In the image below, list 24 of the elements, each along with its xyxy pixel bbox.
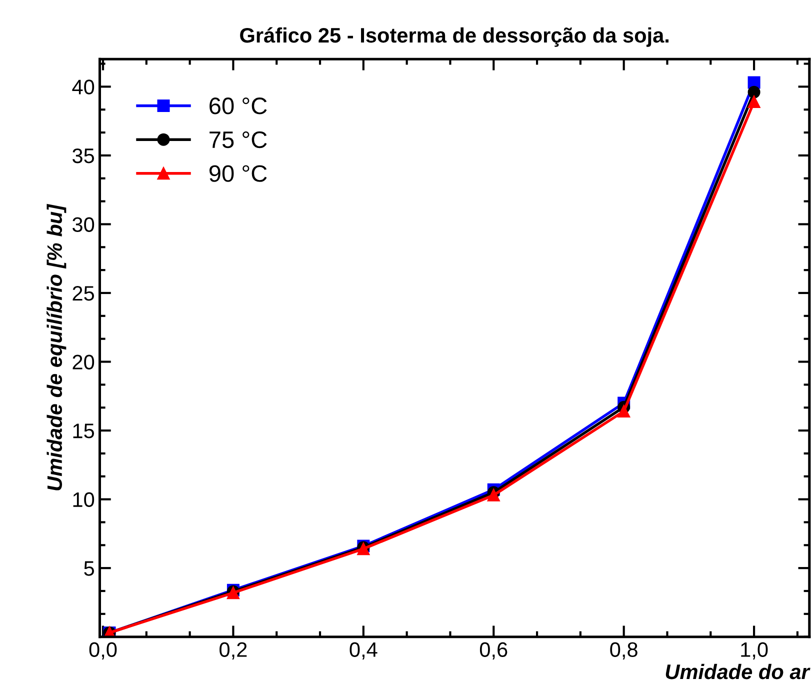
- legend-label: 60 °C: [210, 98, 267, 114]
- point: [748, 86, 760, 98]
- point: [487, 488, 500, 502]
- x-tick-label: 0,2: [220, 642, 247, 660]
- point: [748, 96, 760, 108]
- x-axis-title: Umidade do ar: [666, 664, 810, 680]
- y-tick-label: 25: [72, 286, 94, 301]
- y-tick-label: 10: [73, 492, 94, 508]
- y-tick-label: 35: [72, 148, 94, 164]
- legend-label: 75 °C: [210, 131, 267, 148]
- x-tick-label: 0,8: [610, 642, 638, 660]
- x-tick-label: 0,0: [89, 642, 117, 660]
- chart-title: Gráfico 25 - Isoterma de dessorção da soja.: [240, 27, 669, 47]
- y-tick-label: 15: [73, 424, 94, 438]
- x-tick-label: 0,4: [350, 642, 378, 660]
- y-tick-label: 5: [84, 561, 94, 576]
- y-tick-label: 20: [72, 354, 94, 370]
- legend-label: 90 °C: [209, 165, 267, 182]
- y-tick-label: 40: [72, 80, 94, 94]
- x-tick-label: 0,6: [480, 642, 508, 660]
- y-tick-label: 30: [72, 217, 94, 232]
- x-tick-label: 1,0: [741, 642, 768, 660]
- point: [618, 405, 630, 418]
- y-axis-title: Umidade de equilíbrio [% bu]: [46, 204, 66, 490]
